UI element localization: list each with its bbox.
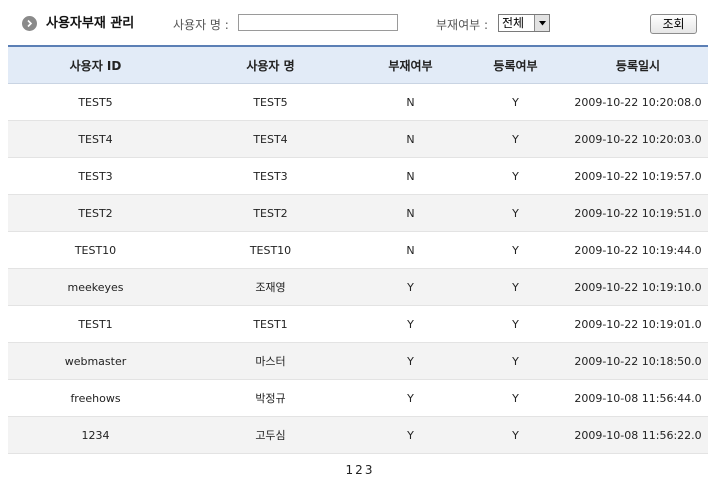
- registered-at-cell: 2009-10-22 10:19:01.0: [574, 317, 702, 331]
- page-link[interactable]: 1: [345, 463, 354, 477]
- user-name-cell: 조재영: [255, 281, 286, 294]
- user-name-cell: 마스터: [255, 355, 286, 368]
- user-id-cell: TEST5: [78, 95, 113, 109]
- table-row[interactable]: TEST4 TEST4 N Y 2009-10-22 10:20:03.0: [8, 121, 708, 158]
- absence-cell: N: [406, 132, 415, 146]
- registered-at-cell: 2009-10-22 10:19:44.0: [574, 243, 702, 257]
- absence-cell: N: [406, 243, 415, 257]
- table-row[interactable]: freehows 박정규 Y Y 2009-10-08 11:56:44.0: [8, 380, 708, 417]
- table-body: TEST5 TEST5 N Y 2009-10-22 10:20:08.0 TEST4 TE…: [8, 84, 708, 454]
- absence-cell: Y: [407, 317, 414, 331]
- table-row[interactable]: TEST10 TEST10 N Y 2009-10-22 10:19:44.0: [8, 232, 708, 269]
- absence-cell: N: [406, 206, 415, 220]
- user-name-cell: TEST10: [249, 243, 292, 257]
- registered-cell: Y: [512, 354, 519, 368]
- search-toolbar: 사용자부재 관리 사용자 명 : 부재여부 : 전체 조회: [0, 0, 718, 44]
- page-title: 사용자부재 관리: [46, 16, 135, 31]
- registered-at-cell: 2009-10-22 10:19:51.0: [574, 206, 702, 220]
- user-name-cell: TEST2: [253, 206, 288, 220]
- absence-filter-value: 전체: [499, 15, 534, 31]
- registered-cell: Y: [512, 169, 519, 183]
- registered-cell: Y: [512, 428, 519, 442]
- absence-cell: Y: [407, 428, 414, 442]
- user-name-input[interactable]: [238, 14, 398, 31]
- registered-at-cell: 2009-10-08 11:56:22.0: [574, 428, 702, 442]
- page-link[interactable]: 3: [364, 463, 373, 477]
- user-id-cell: webmaster: [64, 354, 127, 368]
- page-link[interactable]: 2: [355, 463, 363, 477]
- absence-cell: Y: [407, 280, 414, 294]
- table-header: 사용자 ID 사용자 명 부재여부 등록여부 등록일시: [8, 47, 708, 84]
- registered-cell: Y: [512, 206, 519, 220]
- search-button[interactable]: 조회: [650, 14, 697, 34]
- registered-cell: Y: [512, 280, 519, 294]
- absence-filter-select[interactable]: 전체: [498, 14, 550, 32]
- user-name-cell: TEST5: [253, 95, 288, 109]
- user-id-cell: TEST4: [78, 132, 113, 146]
- column-header-registered: 등록여부: [493, 58, 538, 73]
- registered-at-cell: 2009-10-22 10:20:08.0: [574, 95, 702, 109]
- user-id-cell: TEST1: [78, 317, 113, 331]
- registered-at-cell: 2009-10-08 11:56:44.0: [574, 391, 702, 405]
- column-header-registered-at: 등록일시: [615, 58, 661, 73]
- table-row[interactable]: 1234 고두심 Y Y 2009-10-08 11:56:22.0: [8, 417, 708, 454]
- registered-cell: Y: [512, 391, 519, 405]
- absence-filter-label: 부재여부 :: [436, 18, 489, 32]
- table-row[interactable]: TEST2 TEST2 N Y 2009-10-22 10:19:51.0: [8, 195, 708, 232]
- user-name-cell: 박정규: [255, 392, 286, 405]
- user-name-label: 사용자 명 :: [173, 18, 229, 32]
- user-id-cell: 1234: [81, 428, 110, 442]
- registered-at-cell: 2009-10-22 10:18:50.0: [574, 354, 702, 368]
- column-header-absence: 부재여부: [388, 58, 433, 73]
- registered-cell: Y: [512, 317, 519, 331]
- registered-cell: Y: [512, 95, 519, 109]
- registered-cell: Y: [512, 243, 519, 257]
- table-row[interactable]: webmaster 마스터 Y Y 2009-10-22 10:18:50.0: [8, 343, 708, 380]
- user-name-cell: TEST1: [253, 317, 288, 331]
- column-header-user-name: 사용자 명: [246, 58, 295, 73]
- chevron-right-circle-icon: [22, 16, 37, 31]
- registered-cell: Y: [512, 132, 519, 146]
- dropdown-arrow-icon[interactable]: [534, 15, 549, 31]
- absence-cell: N: [406, 95, 415, 109]
- table-row[interactable]: TEST3 TEST3 N Y 2009-10-22 10:19:57.0: [8, 158, 708, 195]
- registered-at-cell: 2009-10-22 10:20:03.0: [574, 132, 702, 146]
- user-absence-table: 사용자 ID 사용자 명 부재여부 등록여부 등록일시 TEST5 TEST5 N Y 2009…: [8, 45, 708, 454]
- user-id-cell: meekeyes: [67, 280, 124, 294]
- user-name-cell: TEST4: [253, 132, 288, 146]
- table-row[interactable]: TEST5 TEST5 N Y 2009-10-22 10:20:08.0: [8, 84, 708, 121]
- registered-at-cell: 2009-10-22 10:19:10.0: [574, 280, 702, 294]
- user-id-cell: TEST3: [78, 169, 113, 183]
- table-row[interactable]: meekeyes 조재영 Y Y 2009-10-22 10:19:10.0: [8, 269, 708, 306]
- user-name-cell: TEST3: [253, 169, 288, 183]
- user-name-cell: 고두심: [255, 429, 286, 442]
- absence-cell: N: [406, 169, 415, 183]
- column-header-user-id: 사용자 ID: [69, 58, 122, 73]
- registered-at-cell: 2009-10-22 10:19:57.0: [574, 169, 702, 183]
- user-id-cell: freehows: [70, 391, 121, 405]
- user-id-cell: TEST10: [74, 243, 117, 257]
- user-id-cell: TEST2: [78, 206, 113, 220]
- table-row[interactable]: TEST1 TEST1 Y Y 2009-10-22 10:19:01.0: [8, 306, 708, 343]
- absence-cell: Y: [407, 391, 414, 405]
- absence-cell: Y: [407, 354, 414, 368]
